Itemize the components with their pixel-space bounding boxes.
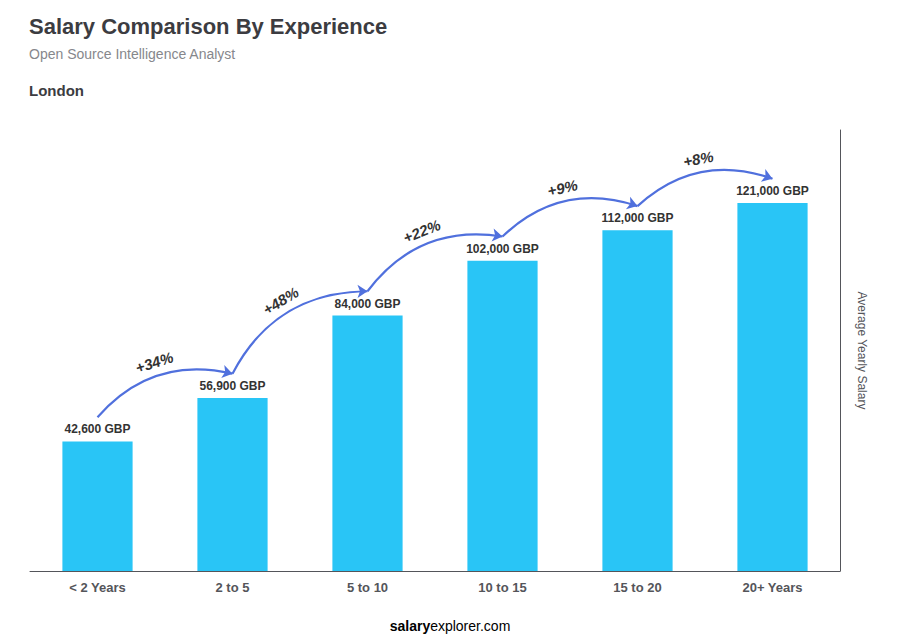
svg-text:5 to 10: 5 to 10 xyxy=(347,580,388,595)
svg-text:10 to 15: 10 to 15 xyxy=(478,580,526,595)
svg-text:Average Yearly Salary: Average Yearly Salary xyxy=(855,292,869,410)
svg-text:Salary Comparison By Experienc: Salary Comparison By Experience xyxy=(29,14,387,39)
svg-text:+22%: +22% xyxy=(401,216,443,246)
svg-text:121,000 GBP: 121,000 GBP xyxy=(736,184,809,198)
svg-text:+34%: +34% xyxy=(133,348,175,376)
svg-text:+8%: +8% xyxy=(682,148,715,171)
svg-text:112,000 GBP: 112,000 GBP xyxy=(601,211,673,225)
svg-text:+48%: +48% xyxy=(260,283,302,318)
svg-text:42,600 GBP: 42,600 GBP xyxy=(64,422,130,436)
svg-text:56,900 GBP: 56,900 GBP xyxy=(199,379,265,393)
svg-text:20+ Years: 20+ Years xyxy=(742,580,802,595)
svg-text:London: London xyxy=(29,82,84,99)
svg-text:salary: salary xyxy=(390,618,431,634)
svg-text:+9%: +9% xyxy=(546,176,579,199)
svg-text:15 to 20: 15 to 20 xyxy=(613,580,661,595)
svg-text:< 2 Years: < 2 Years xyxy=(69,580,126,595)
svg-text:2 to 5: 2 to 5 xyxy=(216,580,250,595)
svg-text:84,000 GBP: 84,000 GBP xyxy=(334,297,400,311)
svg-text:Open Source Intelligence Analy: Open Source Intelligence Analyst xyxy=(29,46,235,62)
svg-text:explorer.com: explorer.com xyxy=(430,618,510,634)
svg-text:102,000 GBP: 102,000 GBP xyxy=(466,242,539,256)
